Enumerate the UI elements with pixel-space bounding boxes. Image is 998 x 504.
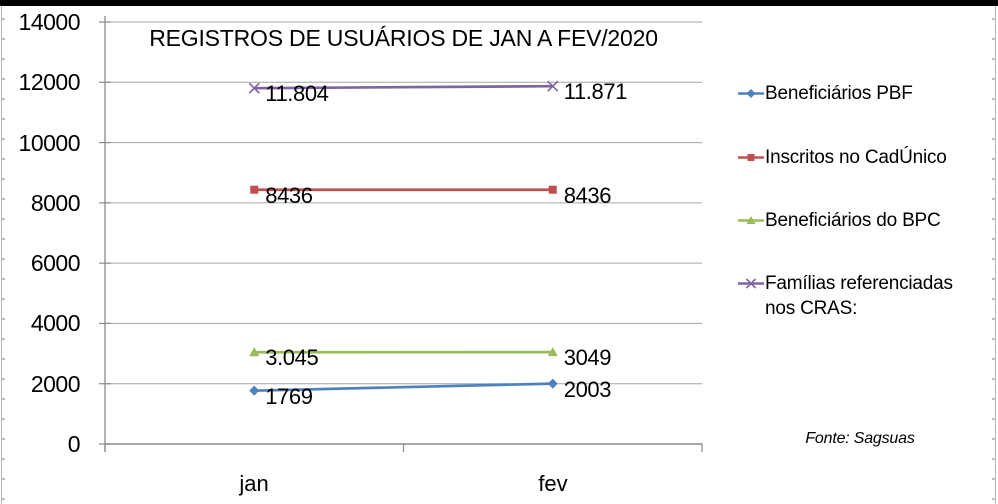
data-label: 11.871 [563, 79, 628, 105]
legend-label: Beneficiários do BPC [765, 210, 941, 231]
series-marker-square [250, 185, 259, 194]
series-marker-diamond [249, 385, 260, 396]
data-label: 2003 [563, 376, 612, 402]
y-axis-label: 8000 [30, 190, 81, 216]
legend-marker-triangle-icon [737, 208, 765, 233]
series-marker-diamond [746, 89, 756, 98]
source-note: Fonte: Sagsuas [805, 430, 915, 447]
x-axis-label-fev: fev [538, 471, 568, 496]
y-axis-label: 4000 [30, 310, 81, 336]
data-label: 3049 [563, 345, 612, 371]
y-axis-label: 12000 [18, 69, 81, 95]
data-label: 1769 [265, 383, 313, 409]
series-marker-diamond [547, 378, 558, 389]
data-label: 11.804 [265, 81, 329, 107]
x-axis-label-jan: jan [239, 471, 269, 496]
data-label: 8436 [563, 182, 612, 208]
y-axis-label: 14000 [18, 9, 81, 35]
series-marker-triangle [249, 347, 260, 357]
y-axis-label: 0 [67, 431, 81, 457]
series-marker-x [547, 80, 559, 92]
legend-label: Beneficiários PBF [765, 83, 913, 104]
y-axis-label: 10000 [18, 130, 81, 156]
legend-label: Famílias referenciadas nos CRAS: [765, 273, 953, 319]
data-label: 3.045 [265, 345, 319, 371]
legend-item-beneficiarios-pbf[interactable]: Beneficiários PBF [737, 81, 913, 106]
legend-marker-diamond-icon [737, 81, 765, 106]
series-line-3 [254, 84, 553, 90]
spreadsheet-edge-left [0, 6, 6, 504]
legend-marker-square-icon [737, 145, 765, 170]
legend-item-beneficiarios-bpc[interactable]: Beneficiários do BPC [737, 208, 941, 233]
chart-title: REGISTROS DE USUÁRIOS DE JAN A FEV/2020 [149, 25, 658, 51]
data-label: 8436 [265, 182, 313, 208]
legend-item-familias-cras[interactable]: Famílias referenciadas nos CRAS: [737, 271, 967, 321]
series-marker-triangle [547, 347, 558, 357]
chart-top-border [0, 0, 998, 6]
series-marker-square [548, 185, 557, 194]
series-marker-square [747, 154, 755, 161]
spreadsheet-edge-right [992, 6, 998, 504]
series-marker-x [745, 278, 757, 289]
legend-marker-x-icon [737, 271, 765, 296]
y-axis-label: 2000 [30, 371, 81, 397]
series-marker-x [248, 82, 260, 94]
y-axis-label: 6000 [30, 250, 81, 276]
series-marker-triangle [746, 216, 756, 224]
legend-label: Inscritos no CadÚnico [765, 147, 947, 168]
series-line-0 [254, 382, 553, 393]
legend-item-inscritos-cadunico[interactable]: Inscritos no CadÚnico [737, 145, 947, 170]
